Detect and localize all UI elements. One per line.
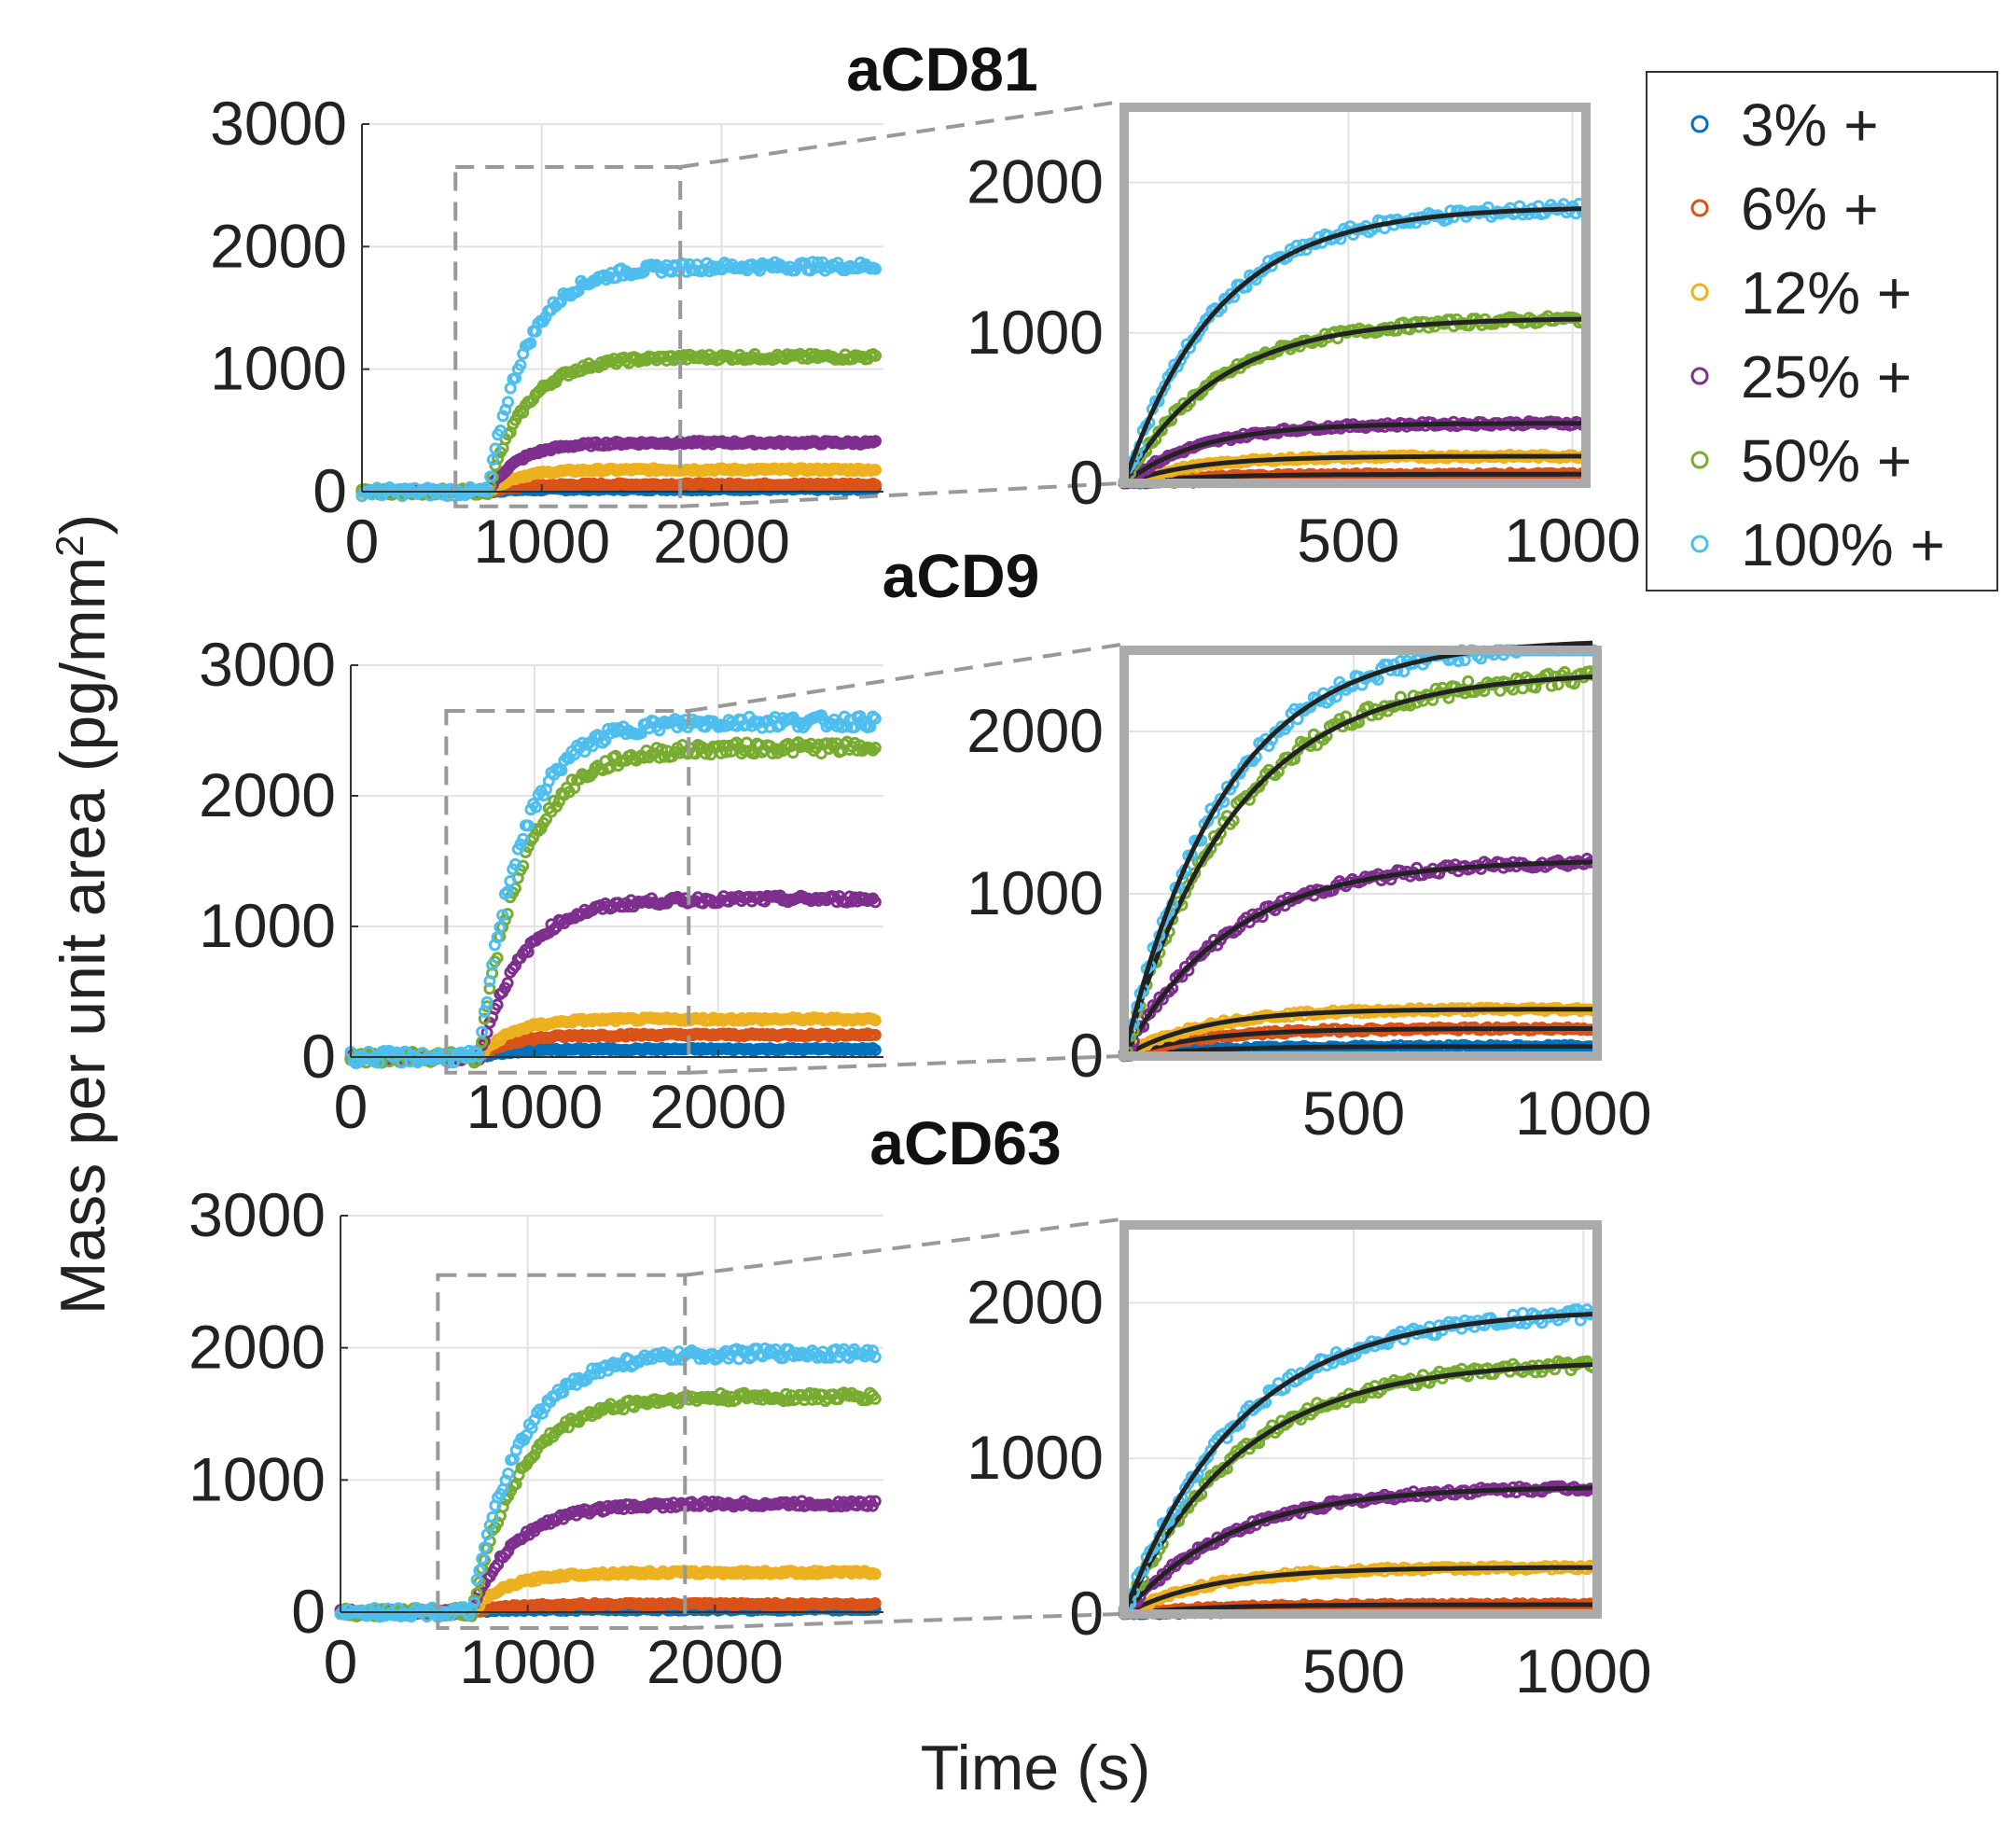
data-point xyxy=(494,424,507,437)
inset-x-tick-label: 500 xyxy=(1297,506,1399,575)
main-x-tick-label: 2000 xyxy=(653,507,790,576)
panels-layer: aCD81 0 1000 2000 0 1000 2000 3000 500 1000 0 1000 2… xyxy=(188,35,1651,1705)
inset-plot: 500 1000 0 1000 2000 xyxy=(966,640,1652,1148)
data-point xyxy=(496,410,509,423)
panel-acd81: aCD81 0 1000 2000 0 1000 2000 3000 500 1000 0 1000 2… xyxy=(210,35,1641,576)
data-point xyxy=(489,459,502,472)
inset-y-tick-label: 1000 xyxy=(966,298,1104,367)
main-series-100pct xyxy=(355,256,882,503)
main-x-tick-label: 2000 xyxy=(649,1072,786,1141)
data-point xyxy=(514,358,527,371)
panel-title: aCD9 xyxy=(883,541,1040,610)
data-point xyxy=(484,470,497,483)
inset-y-tick-label: 0 xyxy=(1069,1021,1104,1090)
main-y-tick-label: 1000 xyxy=(210,334,347,403)
main-plot-area xyxy=(362,124,883,492)
main-y-tick-label: 3000 xyxy=(210,89,347,158)
inset-x-tick-label: 500 xyxy=(1302,1078,1405,1148)
data-point xyxy=(869,262,882,275)
main-y-tick-label: 2000 xyxy=(210,211,347,280)
data-point xyxy=(502,396,514,409)
main-y-tick-label: 1000 xyxy=(199,891,336,960)
inset-x-tick-label: 1000 xyxy=(1504,506,1641,575)
data-point xyxy=(869,1044,882,1056)
inset-y-tick-label: 2000 xyxy=(966,696,1104,765)
inset-plot: 500 1000 0 1000 2000 xyxy=(966,103,1641,575)
data-point xyxy=(486,453,499,466)
inset-x-tick-label: 1000 xyxy=(1515,1078,1652,1148)
main-y-tick-label: 2000 xyxy=(199,760,336,829)
main-x-tick-label: 1000 xyxy=(466,1072,603,1141)
main-x-tick-label: 0 xyxy=(345,507,380,576)
data-point xyxy=(869,349,882,362)
inset-y-tick-label: 1000 xyxy=(966,858,1104,927)
data-point xyxy=(524,337,537,350)
main-y-tick-label: 3000 xyxy=(199,630,336,699)
inset-y-tick-label: 2000 xyxy=(966,147,1104,216)
data-point xyxy=(869,479,882,492)
fit-line xyxy=(1121,206,1582,484)
inset-frame xyxy=(1119,103,1591,488)
fit-line xyxy=(1123,453,1582,486)
panel-acd9: aCD9 0 1000 2000 0 1000 2000 3000 500 1000 0 1000 20… xyxy=(199,541,1651,1148)
inset-y-tick-label: 0 xyxy=(1069,448,1104,517)
main-series-6pct xyxy=(344,1027,882,1065)
main-y-tick-label: 0 xyxy=(301,1022,336,1091)
fit-line xyxy=(1123,471,1582,486)
data-point xyxy=(489,442,502,455)
panel-title: aCD81 xyxy=(846,35,1037,104)
main-plot: 0 1000 2000 0 1000 2000 3000 xyxy=(199,630,883,1141)
panel-title: aCD63 xyxy=(869,1108,1061,1177)
zoom-window-box xyxy=(453,164,683,508)
fit-line xyxy=(1122,421,1582,485)
main-x-tick-label: 0 xyxy=(334,1072,368,1141)
zoom-connector-bottom xyxy=(688,1054,1121,1075)
main-plot: 0 1000 2000 0 1000 2000 3000 xyxy=(210,89,883,576)
data-point xyxy=(869,1028,882,1041)
zoom-connector-bottom xyxy=(680,481,1121,508)
main-series-25pct xyxy=(355,435,882,500)
data-point xyxy=(869,435,882,448)
zoom-connector-top xyxy=(679,100,1121,169)
data-point xyxy=(438,483,452,496)
main-y-tick-label: 0 xyxy=(313,456,347,525)
data-point xyxy=(446,483,459,496)
data-point xyxy=(869,464,882,477)
main-x-tick-label: 1000 xyxy=(473,507,610,576)
fit-line xyxy=(1121,316,1582,485)
